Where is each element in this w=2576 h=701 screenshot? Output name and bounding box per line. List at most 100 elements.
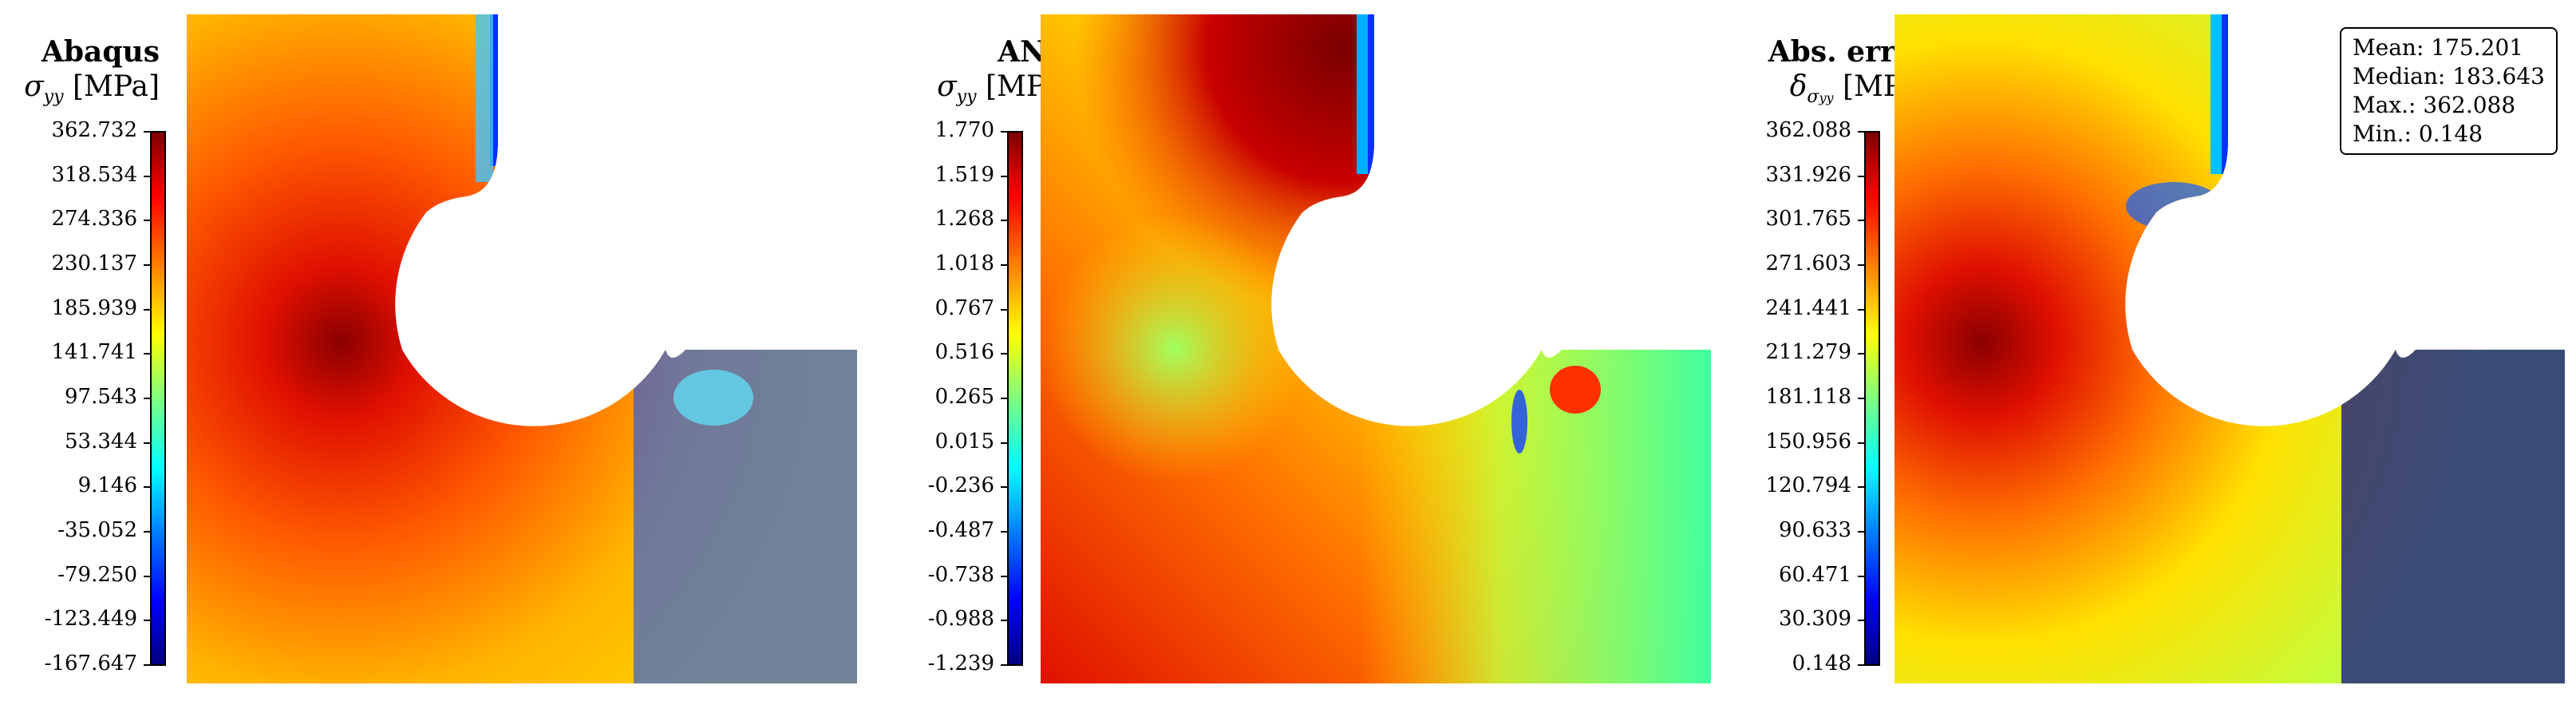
colorbar-tick-label: -167.647 (44, 651, 137, 675)
panel-title: Abaqus (41, 35, 160, 69)
colorbar-tick-mark (1001, 264, 1009, 266)
colorbar-tick-label: 274.336 (51, 207, 137, 232)
colorbar-tick-label: 185.939 (51, 295, 137, 320)
colorbar-tick-mark (144, 664, 152, 666)
error-field-plot (1894, 14, 2565, 683)
quantity-subscript: yy (43, 87, 64, 108)
colorbar-tick-mark (144, 264, 152, 266)
colorbar-tick-mark (1001, 308, 1009, 311)
colorbar-tick-mark (1858, 664, 1866, 666)
colorbar-tick-label: 1.770 (934, 118, 994, 142)
colorbar-tick-label: -0.487 (927, 518, 994, 542)
colorbar-tick-label: 30.309 (1779, 607, 1851, 632)
colorbar-tick-label: 211.279 (1765, 340, 1851, 365)
colorbar-tick-mark (144, 442, 152, 444)
stat-mean: Mean: 175.201 (2353, 34, 2524, 61)
quantity-symbol: σ (937, 70, 957, 103)
colorbar-tick-mark (1001, 531, 1009, 533)
colorbar-tick-mark (1001, 353, 1009, 355)
colorbar-tick-label: 362.732 (51, 118, 137, 142)
colorbar-tick-label: 53.344 (65, 429, 137, 453)
colorbar-tick-label: 331.926 (1765, 162, 1851, 187)
colorbar-tick-mark (1001, 486, 1009, 489)
colorbar-tick-mark (144, 220, 152, 222)
colorbar-tick-label: -0.236 (927, 473, 994, 498)
colorbar-tick-mark (1858, 353, 1866, 355)
stat-median: Median: 183.643 (2353, 63, 2545, 89)
colorbar-tick-label: 0.767 (934, 295, 994, 320)
colorbar-tick-mark (1858, 398, 1866, 399)
stress-field-plot (1041, 14, 1711, 683)
colorbar-tick-label: 0.015 (934, 429, 994, 453)
colorbar-tick-label: 0.516 (934, 340, 994, 365)
colorbar-tick-mark (1858, 264, 1866, 266)
colorbar (150, 131, 166, 666)
colorbar-tick-label: 1.018 (934, 251, 994, 275)
quantity-symbol: σ (24, 70, 44, 103)
colorbar-tick-label: 230.137 (51, 251, 137, 275)
panel-quantity-label: σyy [MPa] (24, 70, 160, 107)
colorbar-tick-mark (1858, 131, 1866, 133)
colorbar-tick-mark (144, 531, 152, 533)
colorbar-tick-mark (1001, 442, 1009, 444)
colorbar-tick-label: -0.738 (927, 562, 994, 587)
colorbar-tick-label: 241.441 (1765, 295, 1851, 320)
colorbar-tick-label: -35.052 (57, 518, 137, 542)
colorbar-tick-label: 1.268 (934, 207, 994, 232)
quantity-subscript: σ (1807, 87, 1819, 108)
colorbar-tick-mark (144, 131, 152, 133)
colorbar-tick-mark (144, 398, 152, 399)
colorbar-tick-label: 150.956 (1765, 429, 1851, 453)
colorbar-tick-mark (144, 486, 152, 489)
colorbar-tick-label: 0.148 (1792, 651, 1851, 675)
colorbar-tick-label: 90.633 (1779, 518, 1851, 542)
colorbar-tick-label: -123.449 (44, 607, 137, 632)
panel-abs-error: Abs. error δσyy [MPa] 362.088 331.926 301.… (1717, 0, 2576, 701)
colorbar-tick-mark (144, 175, 152, 177)
colorbar-tick-label: 181.118 (1765, 385, 1851, 409)
colorbar-tick-mark (1001, 131, 1009, 133)
colorbar-tick-label: 141.741 (51, 340, 137, 365)
colorbar (1864, 131, 1880, 666)
colorbar-tick-label: 271.603 (1765, 251, 1851, 275)
colorbar-tick-mark (144, 308, 152, 311)
quantity-subscript: yy (956, 87, 977, 108)
panel-abaqus: Abaqus σyy [MPa] 362.732 318.534 274.336 23… (0, 0, 859, 701)
colorbar-tick-mark (1001, 575, 1009, 577)
colorbar-tick-label: -79.250 (57, 562, 137, 587)
colorbar-tick-label: 97.543 (65, 385, 137, 409)
colorbar-tick-mark (1858, 486, 1866, 489)
error-statistics-box: Mean: 175.201 Median: 183.643 Max.: 362.… (2340, 27, 2558, 155)
colorbar-tick-mark (1858, 575, 1866, 577)
colorbar-tick-mark (144, 620, 152, 622)
colorbar-tick-label: 120.794 (1765, 473, 1851, 498)
colorbar-tick-label: 318.534 (51, 162, 137, 187)
quantity-symbol: δ (1789, 70, 1808, 103)
colorbar-tick-label: 0.265 (934, 385, 994, 409)
colorbar-tick-mark (1001, 664, 1009, 666)
colorbar-tick-label: 362.088 (1765, 118, 1851, 142)
colorbar-tick-mark (1001, 175, 1009, 177)
colorbar-tick-label: -0.988 (927, 607, 994, 632)
colorbar-tick-mark (1858, 442, 1866, 444)
quantity-subsubscript: yy (1819, 90, 1834, 106)
colorbar-tick-label: 1.519 (934, 162, 994, 187)
stat-min: Min.: 0.148 (2353, 121, 2483, 147)
colorbar-tick-mark (144, 353, 152, 355)
colorbar-tick-label: -1.239 (927, 651, 994, 675)
panel-ann: ANN σyy [MPa] 1.770 1.519 1.268 1.018 0.767 0… (859, 0, 1717, 701)
colorbar-tick-label: 60.471 (1779, 562, 1851, 587)
colorbar-tick-mark (1001, 398, 1009, 399)
stress-field-plot (187, 14, 857, 683)
colorbar-tick-mark (1858, 308, 1866, 311)
colorbar-tick-mark (1858, 220, 1866, 222)
colorbar-tick-mark (1858, 531, 1866, 533)
colorbar-tick-mark (1858, 175, 1866, 177)
colorbar-tick-mark (144, 575, 152, 577)
colorbar (1007, 131, 1023, 666)
colorbar-tick-mark (1858, 620, 1866, 622)
colorbar-tick-label: 9.146 (77, 473, 137, 498)
colorbar-tick-mark (1001, 220, 1009, 222)
colorbar-tick-mark (1001, 620, 1009, 622)
colorbar-tick-label: 301.765 (1765, 207, 1851, 232)
